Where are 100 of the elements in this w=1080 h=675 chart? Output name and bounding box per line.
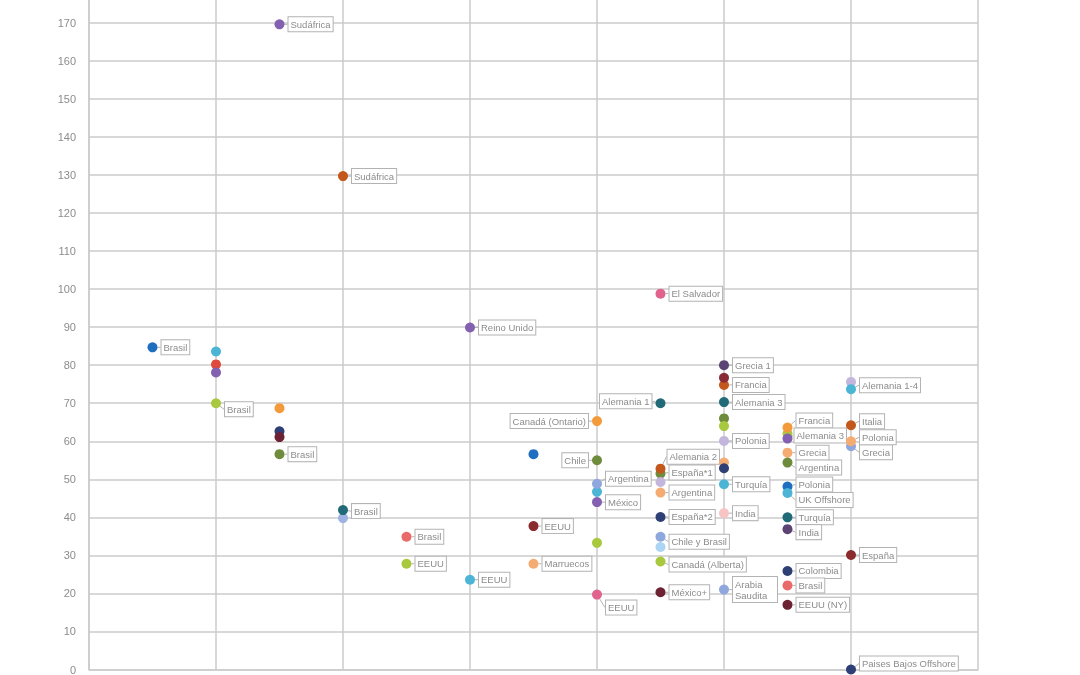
series-label: Arabia Saudita xyxy=(735,578,768,601)
series-label: Chile xyxy=(564,454,586,466)
point xyxy=(846,384,856,395)
series-label: EEUU xyxy=(481,574,508,586)
point xyxy=(719,435,729,446)
series-label: España xyxy=(862,549,895,561)
series-label: Italia xyxy=(862,415,883,427)
point xyxy=(655,476,666,487)
point xyxy=(274,432,285,443)
y-tick-label: 70 xyxy=(63,397,76,410)
point xyxy=(401,531,412,542)
point xyxy=(592,589,602,600)
y-tick-label: 160 xyxy=(57,54,76,67)
point xyxy=(528,521,539,532)
series-label: Alemania 3 xyxy=(796,430,845,442)
point xyxy=(528,449,539,460)
series-label: Brasil xyxy=(227,403,251,415)
y-tick-label: 170 xyxy=(57,16,76,29)
point xyxy=(465,322,475,333)
point xyxy=(782,512,793,523)
point xyxy=(782,580,793,591)
point xyxy=(719,360,729,371)
point xyxy=(401,558,412,569)
point xyxy=(211,367,221,378)
point xyxy=(719,479,729,490)
series-label: Alemania 1 xyxy=(601,395,650,407)
point xyxy=(719,372,729,383)
point xyxy=(782,447,793,458)
point xyxy=(846,664,856,675)
series-label: El Salvador xyxy=(671,288,721,300)
series-label: Argentina xyxy=(798,462,840,474)
series-label: Brasil xyxy=(798,579,823,591)
y-tick-label: 50 xyxy=(63,473,76,486)
y-tick-label: 20 xyxy=(63,587,76,600)
point xyxy=(592,455,602,466)
series-label: Brasil xyxy=(354,505,378,517)
series-label: Polonia xyxy=(735,435,768,447)
series-label: EEUU xyxy=(417,558,445,570)
point xyxy=(592,416,602,427)
series-label: India xyxy=(735,507,757,519)
point xyxy=(211,346,221,357)
point xyxy=(782,433,793,444)
series-label: Marruecos xyxy=(544,558,590,570)
series-label: Grecia xyxy=(862,446,891,458)
point xyxy=(719,421,729,432)
series-label: Sudáfrica xyxy=(354,170,395,182)
y-tick-label: 0 xyxy=(69,663,76,675)
y-tick-label: 40 xyxy=(63,511,76,524)
series-label: España*2 xyxy=(671,511,713,523)
series-label: México xyxy=(608,496,639,508)
series-label: Turquía xyxy=(735,478,769,490)
point xyxy=(719,397,729,408)
series-label: Canadá (Ontario) xyxy=(512,415,586,427)
series-label: Brasil xyxy=(163,341,188,353)
point xyxy=(655,556,666,567)
point xyxy=(592,497,602,508)
point xyxy=(846,420,856,431)
point xyxy=(211,398,221,409)
series-label: Polonia xyxy=(798,479,831,491)
y-tick-label: 10 xyxy=(63,625,76,638)
y-tick-label: 130 xyxy=(57,168,76,181)
series-label: Polonia xyxy=(862,431,895,443)
y-tick-label: 150 xyxy=(57,92,76,105)
series-label: Chile y Brasil xyxy=(671,536,727,548)
point xyxy=(338,171,348,182)
series-label: EEUU xyxy=(544,520,572,532)
series-label: Brasil xyxy=(417,531,442,543)
series-label: Paises Bajos Offshore xyxy=(862,658,956,669)
series-label: Turquía xyxy=(798,511,832,523)
point xyxy=(719,584,729,595)
point xyxy=(655,587,666,598)
series-label: EEUU (NY) xyxy=(798,599,848,611)
point xyxy=(846,550,856,560)
series-label: Francia xyxy=(735,379,768,391)
point xyxy=(655,511,666,522)
point xyxy=(782,457,793,468)
series-label: Grecia xyxy=(798,447,828,459)
point xyxy=(782,524,793,535)
series-label: Alemania 3 xyxy=(735,396,783,408)
y-tick-label: 120 xyxy=(57,207,76,220)
point xyxy=(592,478,602,489)
point xyxy=(655,288,666,299)
y-tick-label: 80 xyxy=(63,359,76,372)
point xyxy=(719,463,729,474)
series-label: Reino Unido xyxy=(481,322,534,334)
series-label: Argentina xyxy=(671,487,713,499)
point xyxy=(655,531,666,542)
point xyxy=(592,537,602,548)
point xyxy=(211,359,221,370)
point xyxy=(782,599,793,610)
series-label: EEUU xyxy=(608,602,635,614)
point xyxy=(528,558,539,569)
point xyxy=(465,574,475,585)
point xyxy=(782,488,793,498)
point xyxy=(846,436,856,447)
series-label: Francia xyxy=(798,415,831,427)
y-tick-label: 30 xyxy=(63,549,76,562)
series-label: Brasil xyxy=(290,448,315,460)
y-tick-label: 60 xyxy=(63,435,76,448)
point xyxy=(782,422,793,433)
